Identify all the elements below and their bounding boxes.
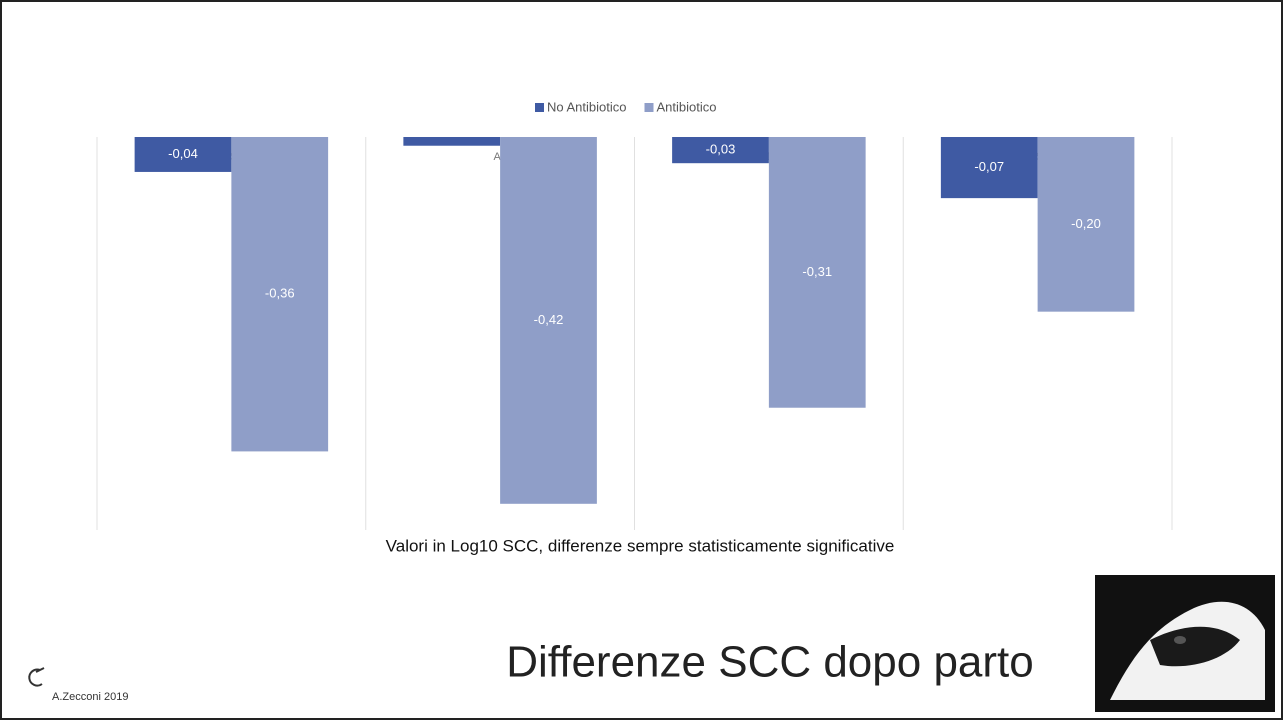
legend-swatch xyxy=(535,103,544,112)
bar xyxy=(403,137,500,146)
chart-caption: Valori in Log10 SCC, differenze sempre s… xyxy=(386,536,895,555)
data-label: -0,36 xyxy=(265,286,295,301)
slide-border xyxy=(1,1,1282,719)
slide: Valori in Log10 SCC, differenze sempre s… xyxy=(0,0,1283,720)
legend-label: Antibiotico xyxy=(657,99,717,114)
slide-title: Differenze SCC dopo parto xyxy=(506,638,1033,687)
data-label: -0,20 xyxy=(1071,216,1101,231)
data-label: -0,31 xyxy=(802,264,832,279)
data-label: -0,03 xyxy=(706,142,736,157)
footer-text: A.Zecconi 2019 xyxy=(52,691,128,703)
data-label: -0,07 xyxy=(974,159,1004,174)
cow-image xyxy=(1095,575,1275,712)
data-label: -0,42 xyxy=(534,312,564,327)
data-label: -0,04 xyxy=(168,146,198,161)
legend-label: No Antibiotico xyxy=(547,99,627,114)
legend-swatch xyxy=(645,103,654,112)
